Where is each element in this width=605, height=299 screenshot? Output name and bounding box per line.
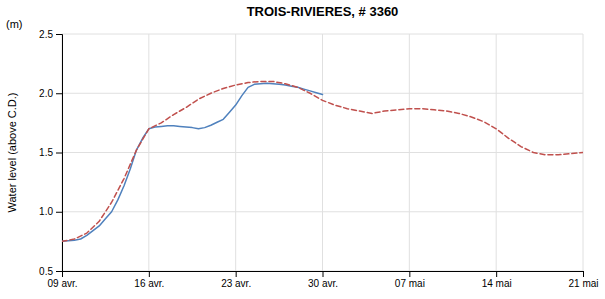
x-tick: 21 mai (568, 271, 598, 289)
x-axis-line (63, 272, 584, 278)
y-tick-mark (56, 212, 62, 213)
title: TROIS-RIVIERES, # 3360 (247, 4, 399, 19)
y-axis-line (56, 35, 63, 272)
y-tick: 1.5 (39, 147, 62, 158)
x-tick-mark (323, 271, 324, 277)
x-tick-mark (409, 271, 410, 277)
x-tick-label: 30 avr. (308, 278, 338, 289)
x-tick-label: 09 avr. (47, 278, 77, 289)
y-tick: 0.5 (39, 266, 62, 277)
grid (62, 34, 583, 271)
plot-area: 09 avr. 16 avr. 23 avr. 30 avr. 07 mai 14 mai… (39, 29, 598, 289)
y-tick-label: 1.0 (39, 206, 53, 217)
x-tick: 23 avr. (221, 271, 251, 289)
x-tick: 30 avr. (308, 271, 338, 289)
y-grid-line (62, 93, 583, 94)
x-tick-label: 23 avr. (221, 278, 251, 289)
series-line (62, 81, 583, 241)
x-tick: 16 avr. (134, 271, 164, 289)
y-tick-label: 2.0 (39, 88, 53, 99)
x-tick-mark (236, 271, 237, 277)
y-grid-line (62, 152, 583, 153)
y-tick-mark (56, 34, 62, 35)
y-tick-label: 2.5 (39, 29, 53, 40)
annotation: (m) (6, 18, 23, 30)
x-tick-label: 14 mai (482, 278, 512, 289)
y-tick-mark (56, 153, 62, 154)
x-tick-mark (583, 271, 584, 277)
lines (62, 81, 583, 241)
y-grid-line (62, 34, 583, 35)
y-tick-label: 1.5 (39, 147, 53, 158)
y-grid-line (62, 211, 583, 212)
x-tick-mark (149, 271, 150, 277)
chart: 09 avr. 16 avr. 23 avr. 30 avr. 07 mai 14 mai… (0, 0, 605, 299)
y-tick: 2.5 (39, 29, 62, 40)
y-tick: 1.0 (39, 206, 62, 217)
y-tick-mark (56, 93, 62, 94)
y-axis: 0.5 1.0 1.5 2.0 2.5 (39, 29, 62, 277)
x-axis: 09 avr. 16 avr. 23 avr. 30 avr. 07 mai 14 mai… (47, 271, 598, 289)
y-axis-label: Water level (above C.D.) (6, 92, 18, 212)
x-tick-label: 21 mai (568, 278, 598, 289)
y-tick-label: 0.5 (39, 266, 53, 277)
x-tick-mark (496, 271, 497, 277)
x-tick: 07 mai (395, 271, 425, 289)
y-tick-mark (56, 271, 62, 272)
x-tick-label: 16 avr. (134, 278, 164, 289)
x-tick: 14 mai (482, 271, 512, 289)
y-tick: 2.0 (39, 88, 62, 99)
x-tick-label: 07 mai (395, 278, 425, 289)
